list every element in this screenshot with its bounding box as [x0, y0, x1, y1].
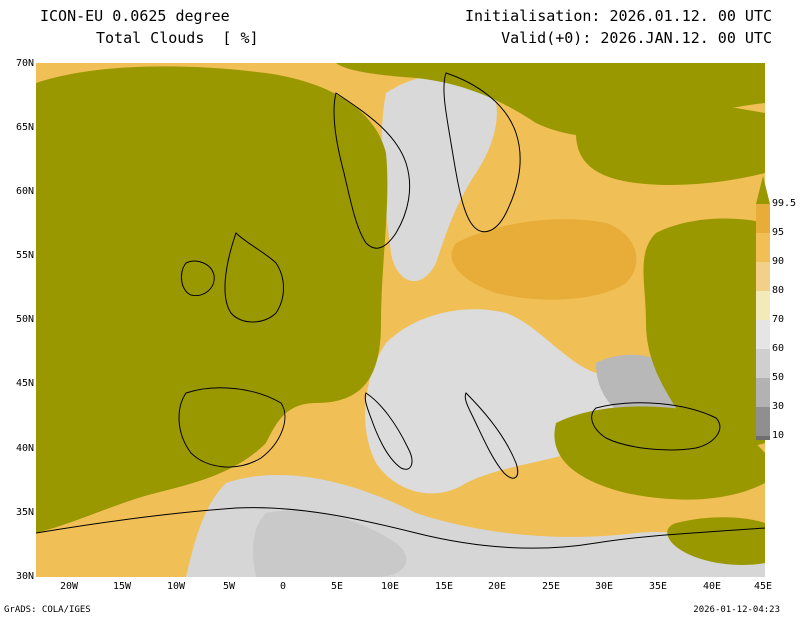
lat-label-70n: 70N [15, 58, 34, 69]
colorbar-swatch-30 [756, 378, 770, 407]
initialisation-time: Initialisation: 2026.01.12. 00 UTC [464, 7, 772, 25]
lon-label-45e: 45E [753, 581, 773, 592]
colorbar-arrow [756, 176, 770, 204]
grey-area-africa [253, 510, 407, 577]
colorbar-label-99-5: 99.5 [772, 198, 797, 209]
overcast-russia [643, 218, 765, 447]
lat-label-50n: 50N [15, 314, 34, 325]
lon-label-40e: 40E [702, 581, 722, 592]
lon-label-15e: 15E [434, 581, 454, 592]
overcast-patch-germany [232, 287, 292, 324]
lat-label-30n: 30N [15, 571, 34, 582]
cloud-band-baltic [451, 219, 637, 300]
colorbar-swatch-70 [756, 291, 770, 320]
lon-label-10e: 10E [380, 581, 400, 592]
overcast-northeast [576, 106, 765, 185]
lat-label-35n: 35N [15, 507, 34, 518]
clear-area-scandinavia [381, 74, 497, 282]
lon-label-0: 0 [279, 581, 287, 592]
lat-label-55n: 55N [15, 250, 34, 261]
lat-label-45n: 45N [15, 378, 34, 389]
coastlines [36, 72, 765, 549]
colorbar-label-50: 50 [772, 372, 785, 383]
overcast-atlantic [36, 66, 388, 533]
colorbar-label-30: 30 [772, 401, 785, 412]
colorbar-label-80: 80 [772, 285, 785, 296]
overcast-middle-east [667, 517, 765, 565]
valid-time: Valid(+0): 2026.JAN.12. 00 UTC [501, 29, 772, 47]
lon-label-20w: 20W [59, 581, 79, 592]
lat-label-65n: 65N [15, 122, 34, 133]
colorbar-swatch-60 [756, 320, 770, 349]
cloud-cover-map [36, 63, 765, 577]
colorbar-swatch-95 [756, 204, 770, 233]
lon-label-10w: 10W [166, 581, 186, 592]
colorbar-label-70: 70 [772, 314, 785, 325]
colorbar [756, 176, 770, 440]
colorbar-label-95: 95 [772, 227, 785, 238]
overcast-black-sea [554, 406, 765, 500]
colorbar-bottom-arrow [756, 436, 770, 440]
lon-label-15w: 15W [112, 581, 132, 592]
software-credit: GrADS: COLA/IGES [4, 605, 91, 615]
colorbar-label-10: 10 [772, 430, 785, 441]
lon-label-5e: 5E [330, 581, 344, 592]
colorbar-swatch-10 [756, 407, 770, 436]
lon-label-25e: 25E [541, 581, 561, 592]
lon-label-20e: 20E [487, 581, 507, 592]
colorbar-swatch-90 [756, 233, 770, 262]
model-title: ICON-EU 0.0625 degree [40, 7, 230, 25]
lon-label-35e: 35E [648, 581, 668, 592]
lon-label-30e: 30E [594, 581, 614, 592]
colorbar-label-60: 60 [772, 343, 785, 354]
lat-label-60n: 60N [15, 186, 34, 197]
variable-title: Total Clouds [ %] [96, 29, 259, 47]
colorbar-swatch-80 [756, 262, 770, 291]
render-timestamp: 2026-01-12-04:23 [693, 605, 780, 615]
lat-label-40n: 40N [15, 443, 34, 454]
lon-label-5w: 5W [222, 581, 236, 592]
colorbar-swatch-50 [756, 349, 770, 378]
colorbar-label-90: 90 [772, 256, 785, 267]
map-canvas [36, 63, 765, 577]
